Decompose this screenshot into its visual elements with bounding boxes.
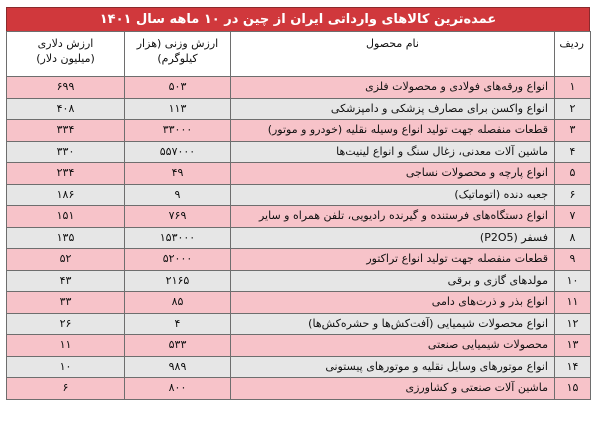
product-name: مولدهای گازی و برقی: [230, 269, 555, 292]
import-table-card: عمده‌ترین کالاهای وارداتی ایران از چین د…: [6, 7, 591, 427]
product-name: محصولات شیمیایی صنعتی: [230, 334, 555, 357]
weight-value: ۳۳۰۰۰: [124, 119, 231, 142]
table-row: ۱۴ انواع موتورهای وسایل نقلیه و موتورهای…: [6, 355, 591, 378]
weight-value: ۸۰۰: [124, 377, 231, 400]
product-name: انواع واکسن برای مصارف پزشکی و دامپزشکی: [230, 97, 555, 120]
imports-table: ردیف نام محصول ارزش وزنی (هزار کیلوگرم) …: [6, 31, 591, 400]
row-number: ۷: [554, 205, 591, 228]
row-number: ۱۵: [554, 377, 591, 400]
weight-value: ۲۱۶۵: [124, 269, 231, 292]
header-row-number: ردیف: [554, 31, 591, 77]
header-value: ارزش دلاری (میلیون دلار): [6, 31, 125, 77]
table-title: عمده‌ترین کالاهای وارداتی ایران از چین د…: [6, 7, 590, 31]
dollar-value: ۲۶: [6, 312, 125, 335]
table-row: ۴ ماشین آلات معدنی، زغال سنگ و انواع لین…: [6, 140, 591, 163]
product-name: قطعات منفصله جهت تولید انواع تراکتور: [230, 248, 555, 271]
table-row: ۹ قطعات منفصله جهت تولید انواع تراکتور ۵…: [6, 248, 591, 271]
header-weight-line2: کیلوگرم): [157, 52, 198, 65]
product-name: انواع موتورهای وسایل نقلیه و موتورهای پی…: [230, 355, 555, 378]
product-name: انواع دستگاه‌های فرستنده و گیرنده رادیوی…: [230, 205, 555, 228]
dollar-value: ۱۵۱: [6, 205, 125, 228]
row-number: ۴: [554, 140, 591, 163]
dollar-value: ۴۳: [6, 269, 125, 292]
weight-value: ۵۲۰۰۰: [124, 248, 231, 271]
header-weight: ارزش وزنی (هزار کیلوگرم): [124, 31, 231, 77]
table-row: ۶ جعبه دنده (اتوماتیک) ۹ ۱۸۶: [6, 183, 591, 206]
dollar-value: ۱۸۶: [6, 183, 125, 206]
product-name: انواع بذر و ذرت‌های دامی: [230, 291, 555, 314]
table-row: ۱ انواع ورقه‌های فولادی و محصولات فلزی ۵…: [6, 76, 591, 99]
weight-value: ۴۹: [124, 162, 231, 185]
row-number: ۱۰: [554, 269, 591, 292]
header-weight-line1: ارزش وزنی (هزار: [136, 37, 219, 50]
product-name: ماشین آلات معدنی، زغال سنگ و انواع لینیت…: [230, 140, 555, 163]
table-row: ۲ انواع واکسن برای مصارف پزشکی و دامپزشک…: [6, 97, 591, 120]
table-row: ۱۰ مولدهای گازی و برقی ۲۱۶۵ ۴۳: [6, 269, 591, 292]
weight-value: ۵۵۷۰۰۰: [124, 140, 231, 163]
weight-value: ۹۸۹: [124, 355, 231, 378]
dollar-value: ۱۱: [6, 334, 125, 357]
weight-value: ۵۳۳: [124, 334, 231, 357]
table-row: ۸ فسفر (P2O5) ۱۵۳۰۰۰ ۱۳۵: [6, 226, 591, 249]
header-row: ردیف نام محصول ارزش وزنی (هزار کیلوگرم) …: [6, 31, 591, 77]
weight-value: ۱۵۳۰۰۰: [124, 226, 231, 249]
row-number: ۱۳: [554, 334, 591, 357]
weight-value: ۷۶۹: [124, 205, 231, 228]
product-name: ماشین آلات صنعتی و کشاورزی: [230, 377, 555, 400]
dollar-value: ۴۰۸: [6, 97, 125, 120]
product-name: قطعات منفصله جهت تولید انواع وسیله نقلیه…: [230, 119, 555, 142]
row-number: ۶: [554, 183, 591, 206]
row-number: ۱۲: [554, 312, 591, 335]
dollar-value: ۳۳۴: [6, 119, 125, 142]
row-number: ۵: [554, 162, 591, 185]
weight-value: ۹: [124, 183, 231, 206]
dollar-value: ۶: [6, 377, 125, 400]
product-name: جعبه دنده (اتوماتیک): [230, 183, 555, 206]
table-row: ۱۵ ماشین آلات صنعتی و کشاورزی ۸۰۰ ۶: [6, 377, 591, 400]
table-row: ۱۱ انواع بذر و ذرت‌های دامی ۸۵ ۳۳: [6, 291, 591, 314]
header-product-name: نام محصول: [230, 31, 555, 77]
row-number: ۸: [554, 226, 591, 249]
row-number: ۱۴: [554, 355, 591, 378]
product-name: انواع ورقه‌های فولادی و محصولات فلزی: [230, 76, 555, 99]
table-row: ۳ قطعات منفصله جهت تولید انواع وسیله نقل…: [6, 119, 591, 142]
dollar-value: ۱۰: [6, 355, 125, 378]
weight-value: ۱۱۳: [124, 97, 231, 120]
weight-value: ۸۵: [124, 291, 231, 314]
header-value-line2: (میلیون دلار): [36, 52, 95, 65]
row-number: ۱۱: [554, 291, 591, 314]
dollar-value: ۲۳۴: [6, 162, 125, 185]
row-number: ۹: [554, 248, 591, 271]
product-name: انواع پارچه و محصولات نساجی: [230, 162, 555, 185]
weight-value: ۵۰۳: [124, 76, 231, 99]
row-number: ۱: [554, 76, 591, 99]
dollar-value: ۳۳۰: [6, 140, 125, 163]
row-number: ۳: [554, 119, 591, 142]
table-row: ۵ انواع پارچه و محصولات نساجی ۴۹ ۲۳۴: [6, 162, 591, 185]
row-number: ۲: [554, 97, 591, 120]
header-value-line1: ارزش دلاری: [37, 37, 94, 50]
table-row: ۱۳ محصولات شیمیایی صنعتی ۵۳۳ ۱۱: [6, 334, 591, 357]
weight-value: ۴: [124, 312, 231, 335]
dollar-value: ۱۳۵: [6, 226, 125, 249]
product-name: انواع محصولات شیمیایی (آفت‌کش‌ها و حشره‌…: [230, 312, 555, 335]
product-name: فسفر (P2O5): [230, 226, 555, 249]
dollar-value: ۵۲: [6, 248, 125, 271]
table-row: ۱۲ انواع محصولات شیمیایی (آفت‌کش‌ها و حش…: [6, 312, 591, 335]
table-row: ۷ انواع دستگاه‌های فرستنده و گیرنده رادی…: [6, 205, 591, 228]
dollar-value: ۳۳: [6, 291, 125, 314]
dollar-value: ۶۹۹: [6, 76, 125, 99]
